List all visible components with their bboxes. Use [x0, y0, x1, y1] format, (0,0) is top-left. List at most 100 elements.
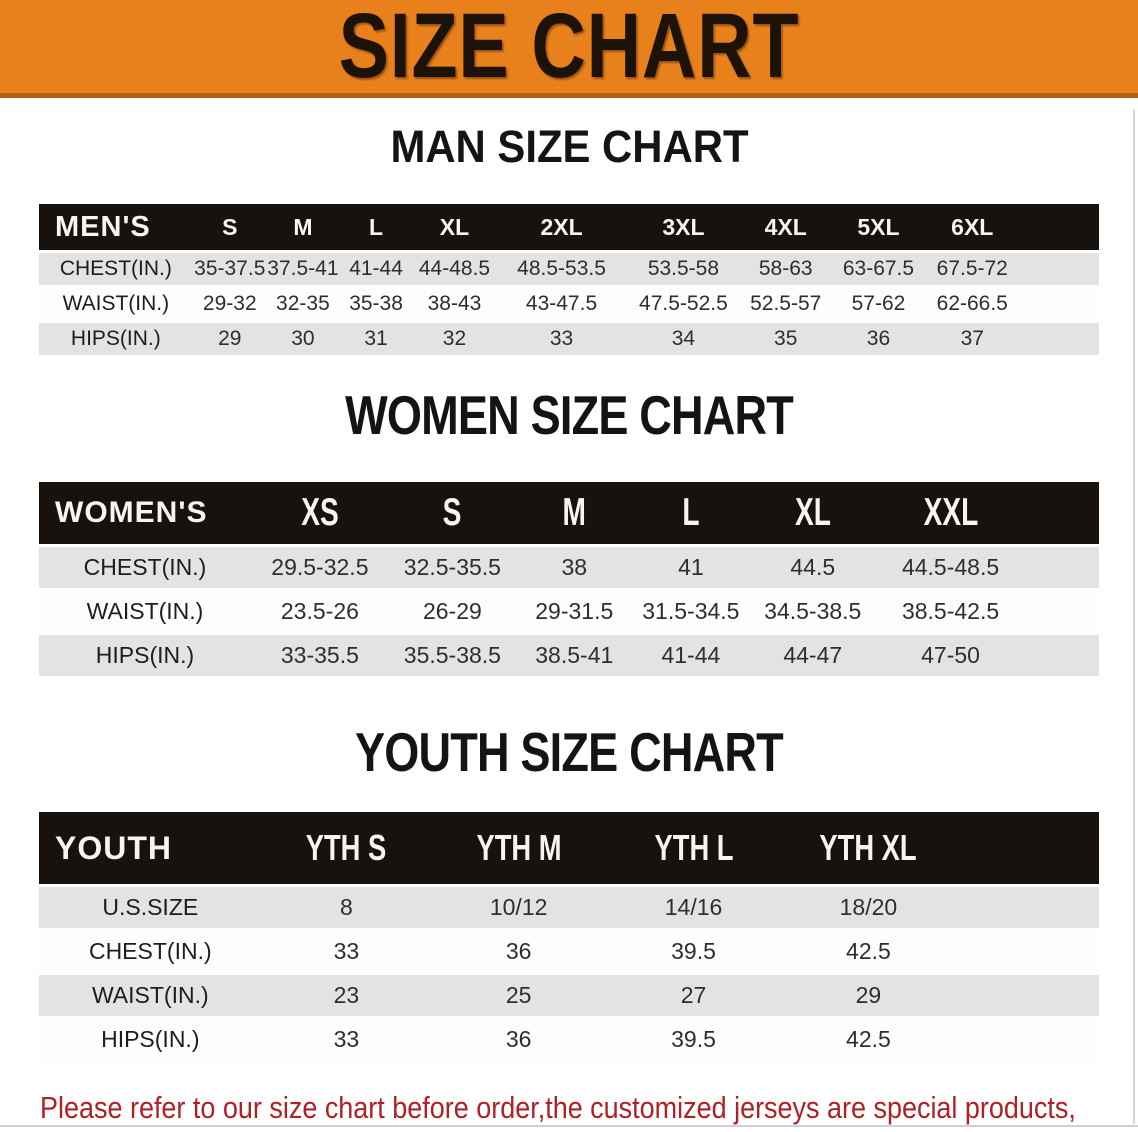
disclaimer: Please refer to our size chart before or… — [40, 1085, 1138, 1132]
women-section-title: WOMEN SIZE CHART — [0, 388, 1138, 457]
cell: 42.5 — [780, 931, 956, 972]
spacer-cell — [1019, 204, 1099, 250]
cell: 29-32 — [192, 288, 267, 320]
row-label: HIPS(IN.) — [39, 635, 251, 676]
youth-section-title: YOUTH SIZE CHART — [0, 725, 1138, 794]
cell: 31.5-34.5 — [632, 591, 750, 632]
disclaimer-line-1: Please refer to our size chart before or… — [40, 1090, 1076, 1125]
youth-waist-row: WAIST(IN.) 23 25 27 29 — [39, 975, 1099, 1016]
cell: 30 — [266, 323, 339, 355]
men-col-header: 6XL — [925, 204, 1020, 250]
men-col-header: L — [338, 204, 414, 250]
cell: 23 — [261, 975, 432, 1016]
spacer-cell — [1024, 482, 1099, 544]
cell: 31 — [338, 323, 414, 355]
cell: 29.5-32.5 — [251, 547, 389, 588]
cell: 35.5-38.5 — [388, 635, 516, 676]
spacer-cell — [955, 975, 1099, 1016]
cell: 62-66.5 — [925, 288, 1020, 320]
youth-chest-row: CHEST(IN.) 33 36 39.5 42.5 — [39, 931, 1099, 972]
women-chest-row: CHEST(IN.) 29.5-32.5 32.5-35.5 38 41 44.… — [39, 547, 1099, 588]
women-corner-label: WOMEN'S — [39, 482, 251, 544]
women-col-header: XS — [251, 482, 389, 544]
cell: 52.5-57 — [739, 288, 832, 320]
men-hips-row: HIPS(IN.) 29 30 31 32 33 34 35 36 37 — [39, 323, 1099, 355]
women-col-header: XL — [749, 482, 877, 544]
row-label: CHEST(IN.) — [39, 547, 251, 588]
row-label: HIPS(IN.) — [39, 323, 193, 355]
youth-size-table: YOUTH YTH S YTH M YTH L YTH XL U.S.SIZE … — [39, 809, 1099, 1063]
cell: 44.5-48.5 — [876, 547, 1025, 588]
cell: 39.5 — [606, 931, 781, 972]
cell: 32-35 — [266, 288, 339, 320]
women-hips-row: HIPS(IN.) 33-35.5 35.5-38.5 38.5-41 41-4… — [39, 635, 1099, 676]
cell: 53.5-58 — [627, 253, 740, 285]
cell: 29-31.5 — [515, 591, 633, 632]
cell: 38.5-41 — [515, 635, 633, 676]
cell: 43-47.5 — [495, 288, 628, 320]
cell: 33-35.5 — [251, 635, 389, 676]
youth-col-header: YTH M — [431, 812, 607, 884]
cell: 44.5 — [749, 547, 877, 588]
women-waist-row: WAIST(IN.) 23.5-26 26-29 29-31.5 31.5-34… — [39, 591, 1099, 632]
row-label: CHEST(IN.) — [39, 253, 193, 285]
cell: 42.5 — [780, 1019, 956, 1060]
men-header-row: MEN'S S M L XL 2XL 3XL 4XL 5XL 6XL — [39, 204, 1099, 250]
cell: 36 — [431, 931, 607, 972]
cell: 58-63 — [739, 253, 832, 285]
women-col-header: S — [388, 482, 516, 544]
cell: 34.5-38.5 — [749, 591, 877, 632]
cell: 38 — [515, 547, 633, 588]
men-col-header: 3XL — [627, 204, 740, 250]
cell: 41-44 — [632, 635, 750, 676]
women-size-table: WOMEN'S XS S M L XL XXL CHEST(IN.) 29.5-… — [39, 479, 1099, 679]
spacer-cell — [1024, 547, 1099, 588]
cell: 33 — [495, 323, 628, 355]
cell: 47.5-52.5 — [627, 288, 740, 320]
cell: 34 — [627, 323, 740, 355]
cell: 14/16 — [606, 887, 781, 928]
men-col-header: M — [266, 204, 339, 250]
men-col-header: 4XL — [739, 204, 832, 250]
cell: 29 — [780, 975, 956, 1016]
cell: 27 — [606, 975, 781, 1016]
cell: 44-48.5 — [413, 253, 496, 285]
women-col-header: L — [632, 482, 750, 544]
row-label: WAIST(IN.) — [39, 288, 193, 320]
men-section-title: MAN SIZE CHART — [0, 122, 1138, 183]
cell: 57-62 — [831, 288, 926, 320]
cell: 41 — [632, 547, 750, 588]
row-label: WAIST(IN.) — [39, 975, 262, 1016]
women-col-header: M — [515, 482, 633, 544]
cell: 18/20 — [780, 887, 956, 928]
spacer-cell — [1019, 288, 1099, 320]
men-col-header: 5XL — [831, 204, 926, 250]
banner-title: SIZE CHART — [338, 0, 800, 97]
cell: 8 — [261, 887, 432, 928]
spacer-cell — [1024, 591, 1099, 632]
row-label: HIPS(IN.) — [39, 1019, 262, 1060]
spacer-cell — [1019, 323, 1099, 355]
row-label: WAIST(IN.) — [39, 591, 251, 632]
cell: 35-37.5 — [192, 253, 267, 285]
men-size-table: MEN'S S M L XL 2XL 3XL 4XL 5XL 6XL CHEST… — [39, 201, 1099, 358]
men-corner-label: MEN'S — [39, 204, 193, 250]
spacer-cell — [1019, 253, 1099, 285]
cell: 32 — [413, 323, 496, 355]
cell: 33 — [261, 1019, 432, 1060]
cell: 32.5-35.5 — [388, 547, 516, 588]
cell: 35-38 — [338, 288, 414, 320]
women-header-row: WOMEN'S XS S M L XL XXL — [39, 482, 1099, 544]
youth-col-header: YTH XL — [780, 812, 956, 884]
youth-ussize-row: U.S.SIZE 8 10/12 14/16 18/20 — [39, 887, 1099, 928]
cell: 36 — [831, 323, 926, 355]
youth-col-header: YTH L — [606, 812, 781, 884]
cell: 39.5 — [606, 1019, 781, 1060]
row-label: CHEST(IN.) — [39, 931, 262, 972]
youth-hips-row: HIPS(IN.) 33 36 39.5 42.5 — [39, 1019, 1099, 1060]
men-col-header: XL — [413, 204, 496, 250]
cell: 23.5-26 — [251, 591, 389, 632]
cell: 25 — [431, 975, 607, 1016]
spacer-cell — [955, 1019, 1099, 1060]
